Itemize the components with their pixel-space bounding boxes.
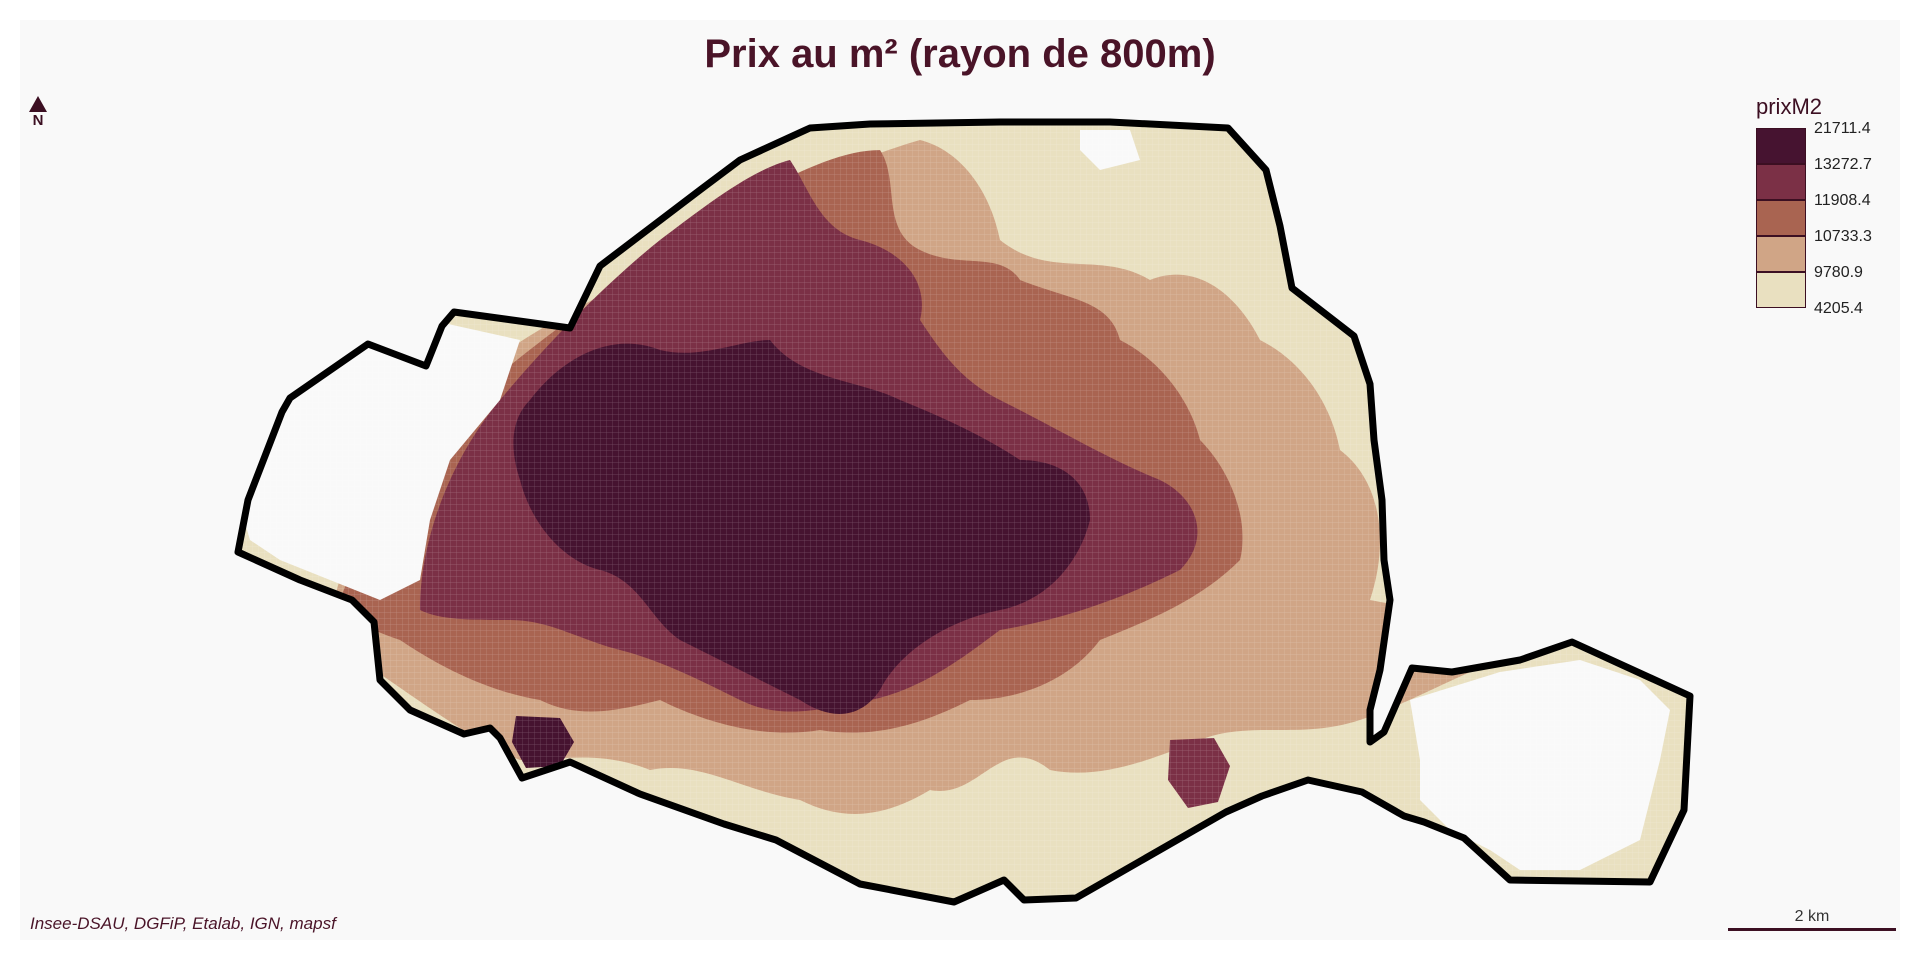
city-boundary-outline [234, 118, 1694, 906]
map-title: Prix au m² (rayon de 800m) [704, 32, 1216, 76]
north-arrow-icon [29, 96, 47, 112]
north-arrow: N [26, 96, 50, 129]
legend-break-2: 13272.7 [1814, 156, 1872, 173]
legend-break-6: 4205.4 [1814, 300, 1863, 317]
legend-swatch-1 [1756, 128, 1806, 164]
legend-swatch-5 [1756, 272, 1806, 308]
scale-bar-label: 2 km [1794, 908, 1830, 925]
source-credit: Insee-DSAU, DGFiP, Etalab, IGN, mapsf [30, 914, 336, 933]
legend-break-3: 11908.4 [1814, 192, 1871, 209]
legend-swatch-2 [1756, 164, 1806, 200]
scale-bar-line [1728, 928, 1896, 931]
legend-swatch-4 [1756, 236, 1806, 272]
legend-break-4: 10733.3 [1814, 228, 1872, 245]
legend-swatch-3 [1756, 200, 1806, 236]
north-arrow-label: N [32, 112, 44, 129]
scale-bar: 2 km [1728, 908, 1896, 931]
legend-title: prixM2 [1756, 94, 1823, 119]
legend-break-1: 21711.4 [1814, 120, 1871, 137]
map-legend: prixM2 21711.4 13272.7 11908.4 10733.3 9… [1756, 94, 1872, 328]
legend-body: 21711.4 13272.7 11908.4 10733.3 9780.9 4… [1756, 120, 1872, 328]
legend-break-5: 9780.9 [1814, 264, 1863, 281]
